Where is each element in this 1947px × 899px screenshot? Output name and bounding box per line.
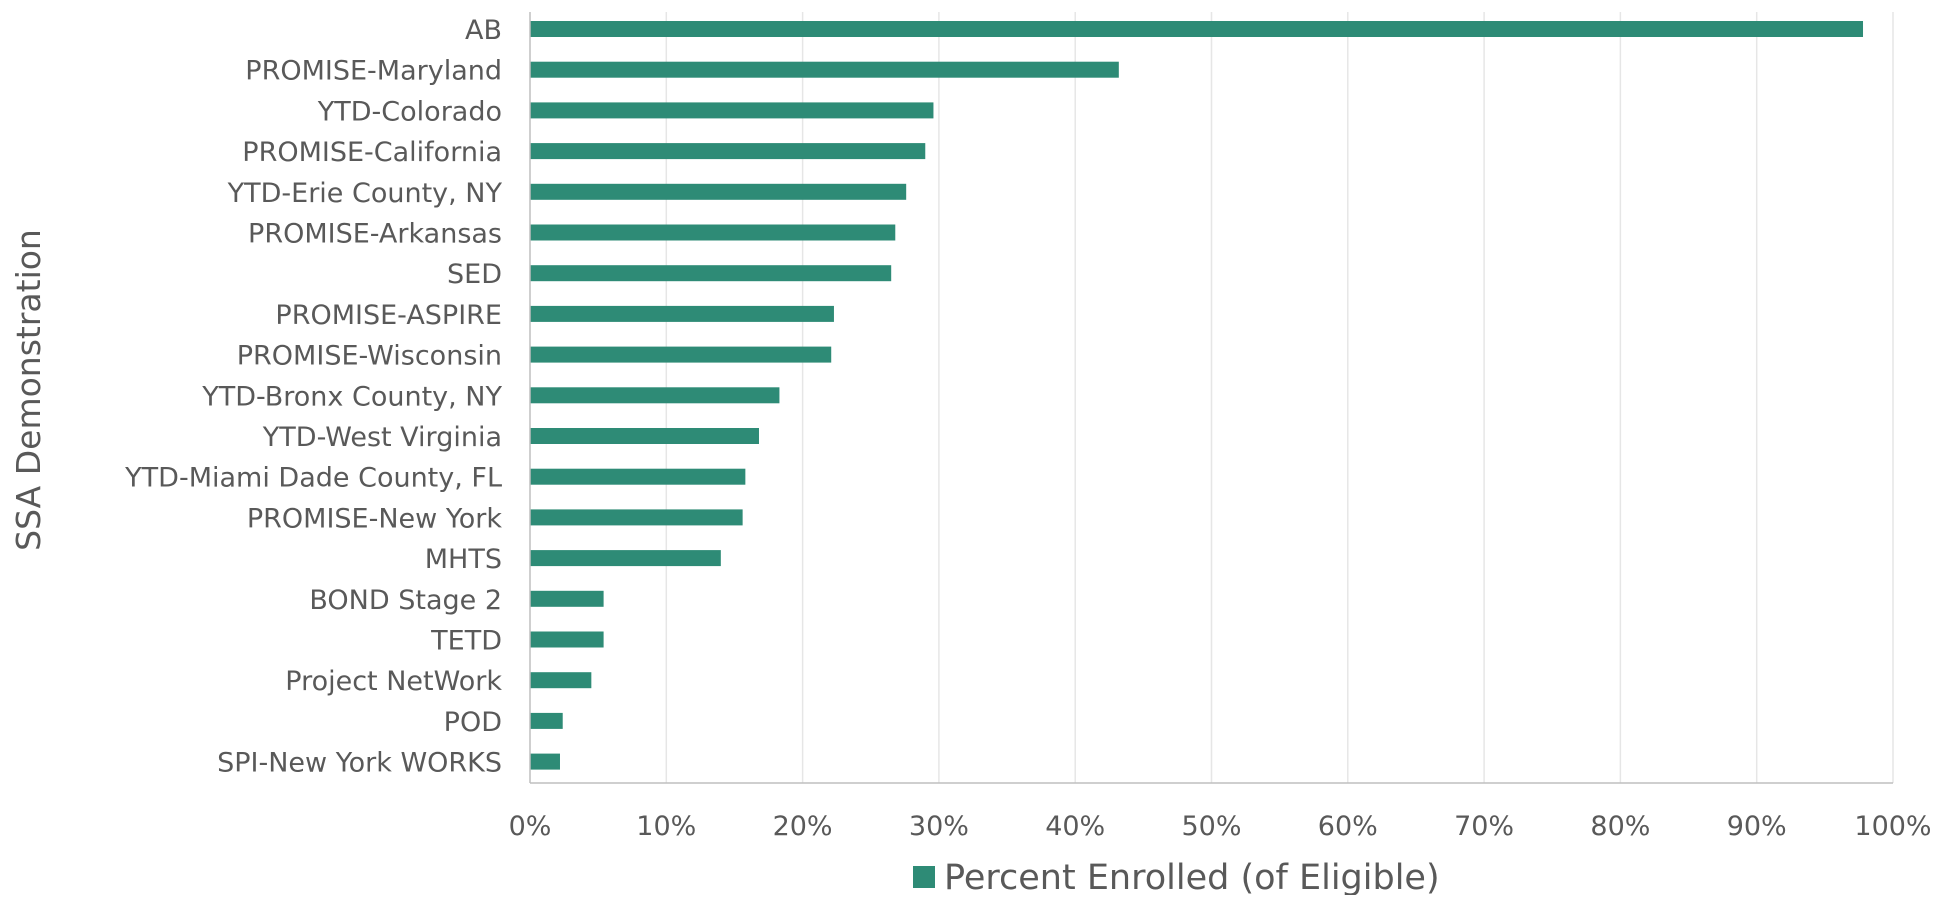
legend-swatch	[913, 866, 935, 888]
bar	[530, 183, 907, 200]
category-label: Project NetWork	[285, 666, 502, 697]
category-label: PROMISE-Arkansas	[248, 219, 502, 250]
bar	[530, 102, 934, 119]
x-tick-label: 0%	[509, 811, 552, 842]
bar	[530, 672, 592, 689]
x-tick-label: 70%	[1454, 811, 1514, 842]
x-tick-label: 30%	[909, 811, 969, 842]
bar	[530, 224, 896, 241]
x-tick-label: 100%	[1854, 811, 1931, 842]
bar	[530, 428, 759, 444]
category-label: PROMISE-Maryland	[245, 56, 502, 87]
axes	[529, 12, 1893, 784]
x-tick-label: 10%	[636, 811, 696, 842]
category-label: PROMISE-Wisconsin	[237, 341, 502, 372]
bar	[530, 509, 743, 526]
bar	[530, 21, 1864, 37]
category-labels: AB PROMISE-Maryland YTD-Colorado PROMISE-Ca…	[124, 15, 502, 779]
bar	[530, 346, 832, 363]
category-label: TETD	[430, 626, 502, 657]
category-label: SPI-New York WORKS	[217, 748, 502, 779]
category-label: PROMISE-New York	[247, 503, 502, 534]
category-label: MHTS	[425, 544, 502, 575]
x-tick-label: 60%	[1318, 811, 1378, 842]
x-tick-label: 90%	[1727, 811, 1787, 842]
y-axis-title: SSA Demonstration	[9, 229, 48, 551]
category-label: AB	[465, 15, 502, 46]
bar	[530, 387, 780, 404]
legend: Percent Enrolled (of Eligible)	[913, 858, 1440, 898]
category-label: YTD-Erie County, NY	[227, 178, 503, 209]
bar	[530, 550, 721, 567]
category-label: BOND Stage 2	[309, 585, 502, 616]
category-label: POD	[444, 707, 502, 738]
x-tick-label: 50%	[1181, 811, 1241, 842]
category-label: PROMISE-California	[242, 137, 502, 168]
bar	[530, 468, 746, 485]
category-label: PROMISE-ASPIRE	[275, 300, 502, 331]
x-tick-label: 40%	[1045, 811, 1105, 842]
bars	[530, 21, 1864, 770]
bar	[530, 305, 834, 322]
gridlines	[665, 12, 1894, 783]
bar	[530, 753, 560, 770]
x-tick-label: 80%	[1590, 811, 1650, 842]
category-label: YTD-West Virginia	[262, 422, 502, 453]
bar	[530, 590, 604, 607]
category-label: YTD-Colorado	[317, 96, 502, 127]
bar	[530, 631, 604, 648]
category-label: YTD-Bronx County, NY	[201, 381, 502, 412]
bar	[530, 265, 892, 282]
category-label: SED	[447, 259, 502, 290]
bar	[530, 712, 563, 729]
x-tick-labels: 0% 10% 20% 30% 40% 50% 60% 70% 80% 90% 100%	[509, 811, 1932, 842]
bar	[530, 143, 926, 160]
bar	[530, 61, 1119, 78]
category-label: YTD-Miami Dade County, FL	[124, 463, 502, 494]
legend-label: Percent Enrolled (of Eligible)	[944, 858, 1440, 895]
x-tick-label: 20%	[773, 811, 833, 842]
